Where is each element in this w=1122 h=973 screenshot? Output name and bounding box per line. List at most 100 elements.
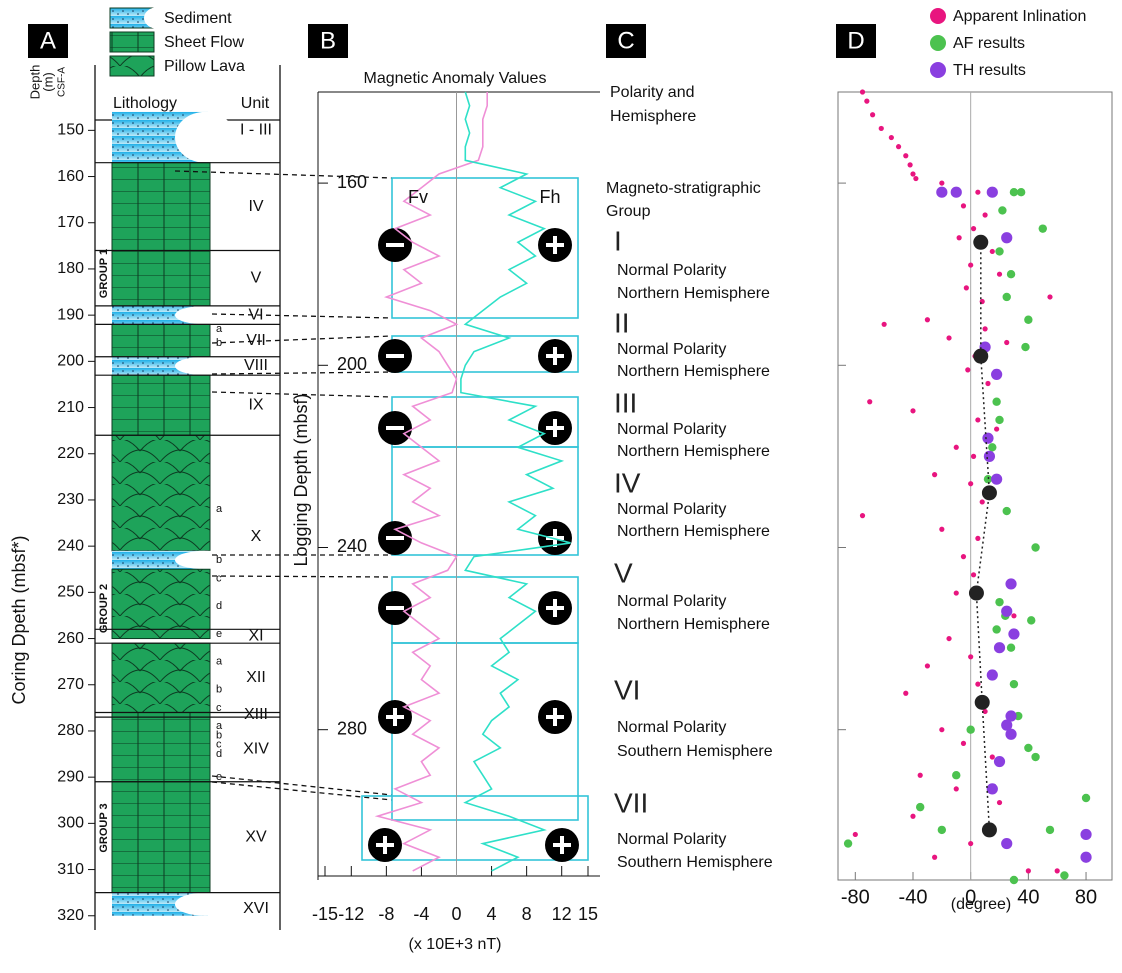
point [1080,829,1091,840]
unit-label: XI [248,627,263,644]
y-tick-label: 280 [57,722,84,739]
point [961,741,966,746]
point [968,481,973,486]
point [987,783,998,794]
group-numeral: V [614,557,633,588]
polarity: Normal Polarity [617,421,726,438]
anomaly-panel: Magnetic Anomaly Values(x 10E+3 nT)Loggi… [291,70,600,953]
legend-marker [930,8,946,24]
minus-icon [386,426,404,430]
connector [212,776,392,795]
legend-label: Apparent Inlination [953,8,1086,25]
point [1027,616,1035,624]
point [844,839,852,847]
point [994,642,1005,653]
header: Hemisphere [610,108,696,125]
point [910,408,915,413]
group-label: GROUP 3 [98,803,110,852]
y-tick-label: 210 [57,399,84,416]
point [946,335,951,340]
point [954,786,959,791]
hemisphere: Northern Hemisphere [617,363,770,380]
y-tick-label: 300 [57,815,84,832]
unit-label: IV [248,198,263,215]
y-tick-label: 320 [57,907,84,924]
point [997,272,1002,277]
point [916,803,924,811]
point [1024,744,1032,752]
point [939,180,944,185]
point [1010,876,1018,884]
point [1001,606,1012,617]
point [864,99,869,104]
polarity: Normal Polarity [617,593,726,610]
x-tick-label: -80 [841,886,870,908]
sheet-block [112,163,210,306]
point [971,226,976,231]
unit-label: XV [245,828,267,845]
subunit-label: d [216,748,222,760]
unit-label: V [251,269,262,286]
subunit-label: e [216,628,222,640]
group-numeral: VI [614,674,640,705]
x-tick-label: 8 [522,904,532,924]
unit-label: XVI [243,900,269,917]
point [982,433,993,444]
point [932,472,937,477]
connector [212,314,392,318]
point [910,171,915,176]
group-numeral: II [614,307,630,338]
polarity: Normal Polarity [617,501,726,518]
point [997,800,1002,805]
plus-icon [553,708,557,726]
y-axis-title: Coring Dpeth (mbsf*) [9,535,29,704]
point [1011,613,1016,618]
point [1047,294,1052,299]
polarity: Normal Polarity [617,831,726,848]
point [971,454,976,459]
plus-icon [383,836,387,854]
point [987,669,998,680]
y-tick-label: 270 [57,676,84,693]
point [975,695,990,710]
x-tick-label: -8 [378,904,394,924]
point [982,326,987,331]
point [954,590,959,595]
x-tick-label: 0 [451,904,461,924]
legend-label: AF results [953,35,1025,52]
series-line [378,92,488,871]
x-tick-label: 4 [487,904,497,924]
point [870,112,875,117]
hemisphere: Southern Hemisphere [617,743,773,760]
legend-label: Sheet Flow [164,34,244,51]
sheet-block [112,375,210,435]
subunit-label: b [216,683,222,695]
point [995,247,1003,255]
point [991,474,1002,485]
sheet-block [112,782,210,893]
sheet-block [112,712,210,781]
legend-marker [930,35,946,51]
sediment-edge [175,551,235,569]
point [982,212,987,217]
hemisphere: Northern Hemisphere [617,443,770,460]
point [991,369,1002,380]
x-tick-label: -12 [338,904,364,924]
polarity-icons [368,228,579,862]
subunit-label: d [216,600,222,612]
group-numeral: IV [614,467,641,498]
minus-icon [386,243,404,247]
point [903,691,908,696]
point [973,235,988,250]
subunit-label: c [216,572,222,584]
y-tick-label: 230 [57,491,84,508]
point [1004,340,1009,345]
point [1007,643,1015,651]
series-label: Fh [539,187,560,207]
y-tick-label: 240 [57,537,84,554]
legend-swatch [110,32,154,52]
y-tick-label: 280 [337,718,367,738]
subunit-label: c [216,702,222,714]
legend-label: Sediment [164,10,232,27]
unit-label: XIV [243,741,269,758]
